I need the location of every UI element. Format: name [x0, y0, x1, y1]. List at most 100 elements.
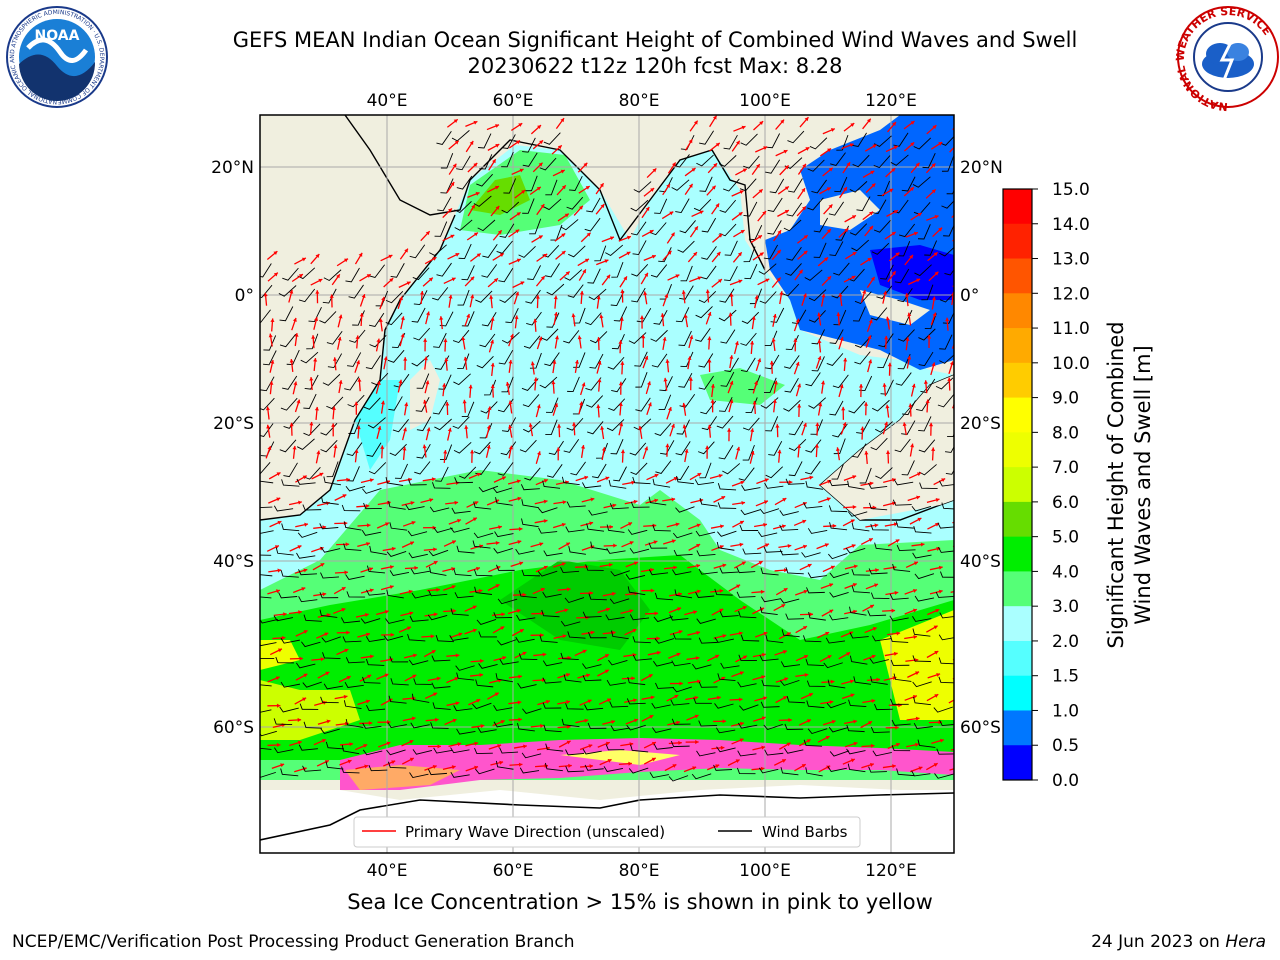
- wave-direction-arrowhead: [366, 542, 370, 547]
- wave-direction-arrowhead: [530, 361, 535, 366]
- wave-direction-arrowhead: [366, 274, 371, 278]
- wind-barb: [501, 417, 517, 432]
- wind-barb: [413, 290, 428, 306]
- wind-barb: [848, 699, 867, 707]
- wind-barb: [944, 269, 954, 276]
- wind-barb: [545, 263, 560, 278]
- wind-barb: [475, 461, 491, 476]
- wave-direction-arrowhead: [452, 608, 457, 613]
- wave-direction-arrowhead: [797, 383, 802, 388]
- wave-direction-arrowhead: [938, 589, 943, 594]
- wave-direction-arrowhead: [347, 759, 352, 764]
- wind-barb: [717, 673, 736, 682]
- wave-direction-arrowhead: [604, 669, 609, 674]
- wind-barb: [564, 269, 583, 281]
- wave-direction-arrowhead: [380, 445, 385, 449]
- wind-barb: [546, 464, 563, 478]
- wind-barb: [440, 178, 454, 194]
- wave-direction-arrowhead: [817, 356, 822, 361]
- wave-direction-arrowhead: [858, 384, 864, 388]
- wave-direction-arrowhead: [463, 356, 468, 361]
- wind-barb: [763, 546, 783, 553]
- lat-tick-left: 0°: [235, 286, 254, 306]
- colorbar-segment: [1003, 571, 1032, 607]
- wind-barb: [852, 306, 866, 322]
- wave-direction-arrowhead: [369, 478, 374, 483]
- wind-barb: [260, 658, 275, 660]
- colorbar-tick-label: 10.0: [1052, 354, 1090, 374]
- wind-barb: [870, 437, 888, 451]
- wind-barb: [802, 635, 822, 643]
- wave-direction-arrowhead: [639, 315, 645, 320]
- colorbar: 0.00.51.01.52.03.04.05.06.07.08.09.010.0…: [1002, 180, 1090, 791]
- wind-barb: [450, 608, 469, 616]
- wave-direction-arrowhead: [676, 652, 681, 657]
- colorbar-segment: [1003, 606, 1032, 642]
- wind-barb: [938, 676, 954, 684]
- wind-barb: [896, 768, 915, 777]
- wave-direction-arrowhead: [828, 167, 833, 172]
- wave-direction-arrowhead: [694, 226, 698, 231]
- wind-barb: [427, 614, 448, 621]
- wave-direction-arrowhead: [741, 125, 746, 130]
- wave-direction-arrowhead: [566, 673, 570, 677]
- wave-direction-arrowhead: [802, 626, 807, 630]
- wind-barb: [497, 598, 518, 605]
- wave-direction-arrowhead: [289, 359, 294, 363]
- wave-direction-arrowhead: [608, 562, 613, 567]
- wind-barb: [542, 660, 563, 667]
- wave-direction-arrowhead: [474, 765, 479, 770]
- wind-barb: [546, 283, 565, 296]
- wave-direction-arrowhead: [933, 763, 938, 767]
- wind-barb: [480, 401, 498, 414]
- wind-barb: [409, 772, 429, 779]
- wave-direction-arrowhead: [736, 584, 741, 589]
- wave-direction-arrowhead: [604, 654, 609, 658]
- wind-barb: [455, 665, 475, 671]
- wind-barb: [390, 263, 405, 278]
- wind-barb: [759, 606, 778, 615]
- wave-direction-arrowhead: [777, 449, 782, 454]
- wind-barb: [740, 634, 760, 642]
- wave-direction-arrowhead: [682, 402, 687, 407]
- wind-barb: [917, 739, 936, 748]
- wave-direction-arrowhead: [494, 692, 499, 697]
- wave-direction-arrowhead: [495, 205, 500, 210]
- wave-direction-arrowhead: [588, 744, 593, 749]
- wind-barb: [300, 351, 319, 364]
- wave-direction-arrowhead: [450, 234, 455, 239]
- wave-direction-arrowhead: [344, 258, 349, 263]
- wave-direction-arrowhead: [411, 716, 416, 721]
- wave-direction-arrowhead: [311, 335, 316, 339]
- wave-direction-arrowhead: [931, 163, 936, 168]
- wind-barb: [782, 283, 800, 297]
- wave-direction-arrowhead: [892, 122, 896, 126]
- wind-barb: [912, 681, 932, 688]
- wave-direction-arrowhead: [367, 674, 372, 679]
- wind-barb: [678, 372, 693, 388]
- wave-direction-arrowhead: [909, 187, 914, 192]
- wave-direction-arrowhead: [473, 120, 478, 125]
- wind-barb: [870, 307, 888, 321]
- wind-barb: [785, 478, 805, 485]
- wave-direction-arrowhead: [955, 143, 959, 147]
- wave-direction-arrowhead: [539, 542, 544, 547]
- wave-direction-arrowhead: [495, 144, 500, 148]
- wind-barb: [627, 586, 646, 596]
- colorbar-segment: [1003, 432, 1032, 468]
- wind-barb: [938, 634, 954, 641]
- wave-direction-arrowhead: [869, 481, 874, 486]
- wind-barb: [525, 289, 541, 304]
- wind-barb: [278, 592, 298, 599]
- wind-barb: [763, 723, 783, 731]
- wave-direction-arrowhead: [518, 123, 523, 127]
- wind-barb: [873, 155, 891, 169]
- wave-direction-arrowhead: [589, 764, 594, 769]
- colorbar-segment: [1003, 258, 1032, 294]
- wind-barb: [785, 567, 804, 575]
- wave-direction-arrowhead: [540, 204, 545, 209]
- wave-direction-arrowhead: [522, 592, 527, 597]
- wind-barb: [653, 743, 673, 750]
- wind-barb: [609, 503, 629, 510]
- wave-direction-arrowhead: [341, 587, 346, 591]
